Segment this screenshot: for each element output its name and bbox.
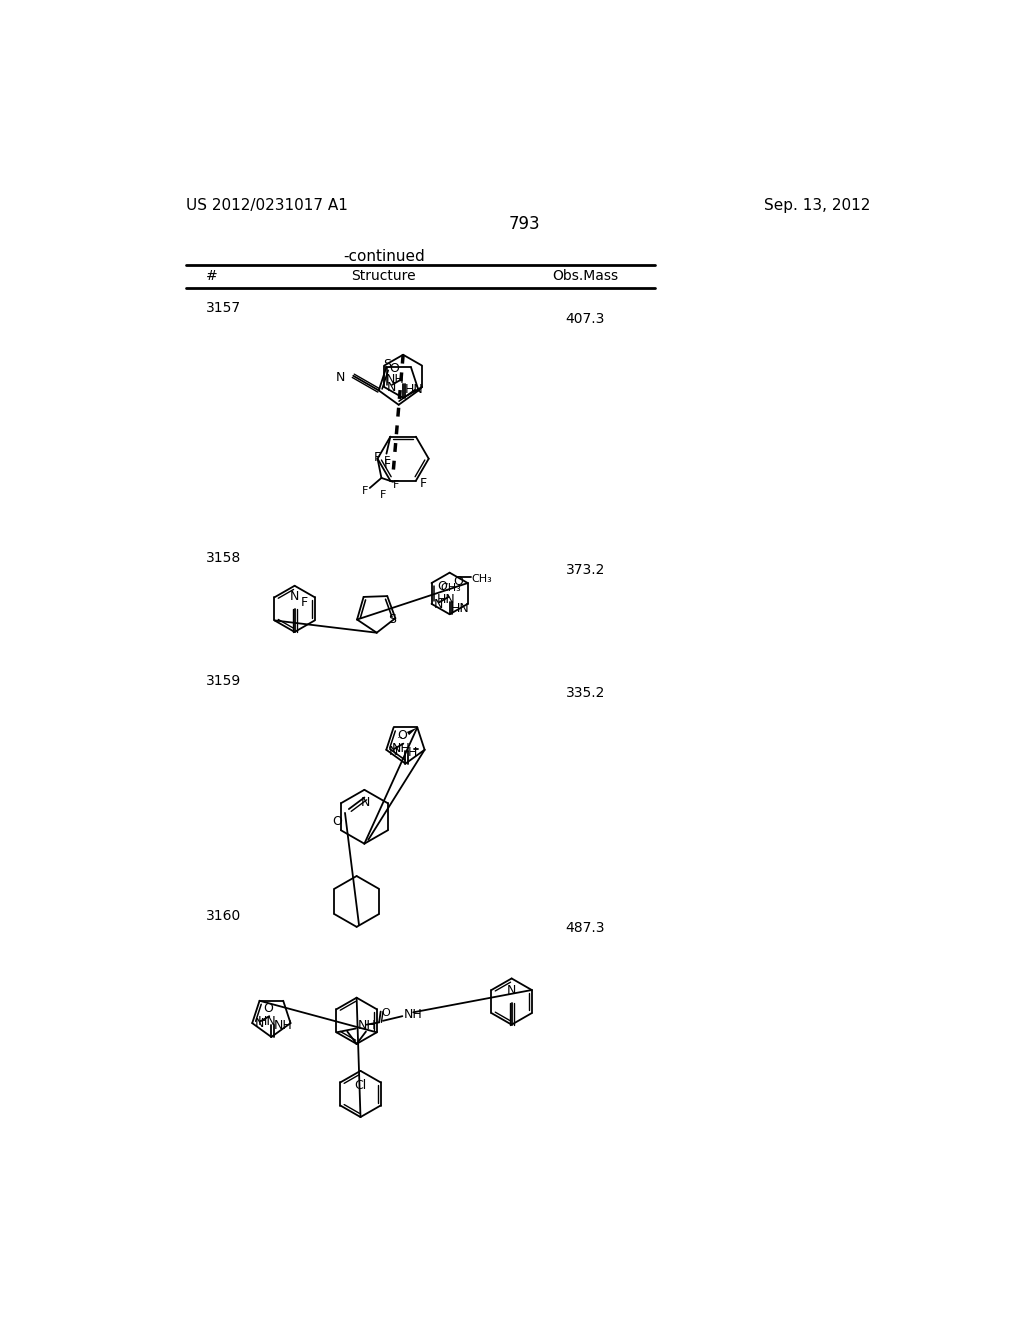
Text: NH: NH — [403, 1008, 423, 1022]
Text: H: H — [408, 746, 417, 759]
Text: N: N — [255, 1016, 264, 1030]
Text: 3160: 3160 — [206, 909, 241, 923]
Text: N: N — [336, 371, 345, 384]
Text: F: F — [393, 480, 399, 490]
Text: NH: NH — [273, 1019, 292, 1032]
Text: F: F — [420, 477, 427, 490]
Text: O: O — [333, 816, 342, 828]
Text: NH: NH — [357, 1019, 376, 1032]
Text: Structure: Structure — [351, 268, 416, 282]
Text: N: N — [434, 598, 443, 611]
Text: Sep. 13, 2012: Sep. 13, 2012 — [764, 198, 869, 214]
Text: F: F — [301, 595, 308, 609]
Text: Obs.Mass: Obs.Mass — [552, 268, 618, 282]
Text: 3157: 3157 — [206, 301, 241, 315]
Text: -continued: -continued — [343, 249, 425, 264]
Text: HN: HN — [404, 383, 424, 396]
Text: HN: HN — [436, 593, 455, 606]
Text: HN: HN — [451, 602, 469, 615]
Text: S: S — [383, 358, 391, 371]
Text: Cl: Cl — [354, 1078, 367, 1092]
Text: 487.3: 487.3 — [565, 921, 605, 935]
Text: CH₃: CH₃ — [440, 583, 461, 594]
Text: NH: NH — [392, 742, 411, 755]
Text: F: F — [380, 490, 386, 499]
Text: ...: ... — [397, 730, 408, 739]
Text: N: N — [387, 381, 396, 393]
Text: 3158: 3158 — [206, 552, 241, 565]
Text: HN: HN — [258, 1015, 276, 1028]
Text: O: O — [389, 362, 399, 375]
Text: O: O — [437, 579, 447, 593]
Text: O: O — [263, 1002, 273, 1015]
Text: O: O — [397, 729, 408, 742]
Text: 793: 793 — [509, 215, 541, 232]
Polygon shape — [407, 727, 418, 735]
Text: 407.3: 407.3 — [565, 313, 605, 326]
Text: F: F — [384, 458, 391, 471]
Text: O: O — [381, 1008, 390, 1019]
Text: US 2012/0231017 A1: US 2012/0231017 A1 — [186, 198, 348, 214]
Text: N: N — [389, 746, 398, 758]
Text: S: S — [388, 614, 396, 626]
Text: NH: NH — [386, 374, 404, 387]
Text: 3159: 3159 — [206, 675, 241, 688]
Text: 373.2: 373.2 — [565, 562, 605, 577]
Text: F: F — [384, 455, 390, 466]
Text: #: # — [206, 268, 217, 282]
Text: F: F — [374, 450, 380, 463]
Text: O: O — [454, 576, 464, 587]
Text: 335.2: 335.2 — [565, 686, 605, 700]
Text: N: N — [290, 590, 299, 603]
Text: F: F — [362, 487, 369, 496]
Text: CH₃: CH₃ — [471, 574, 493, 585]
Text: N: N — [360, 796, 370, 809]
Text: N: N — [507, 985, 516, 998]
